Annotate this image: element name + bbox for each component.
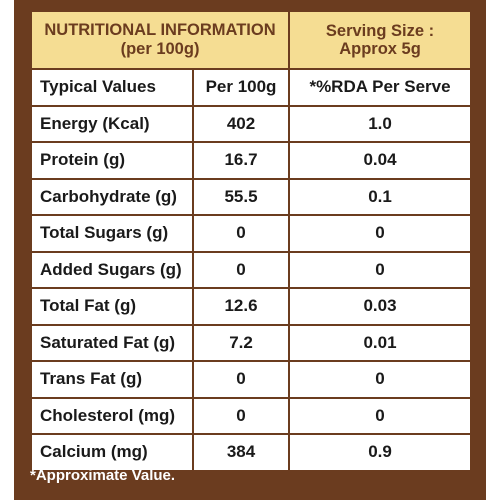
column-header: Typical Values: [30, 68, 194, 107]
nutrition-title-cell: NUTRITIONAL INFORMATION (per 100g): [29, 10, 291, 70]
per-100g-value: 16.7: [191, 141, 291, 180]
table-row: Carbohydrate (g) 55.5 0.1: [30, 177, 473, 216]
per-100g-value: 384: [191, 433, 291, 472]
per-100g-value: 55.5: [191, 177, 291, 216]
rda-value: 0: [288, 214, 473, 253]
serving-size-value: Approx 5g: [339, 40, 421, 58]
column-header: *%RDA Per Serve: [288, 68, 473, 107]
per-100g-value: 0: [191, 214, 291, 253]
nutrient-label: Calcium (mg): [30, 433, 194, 472]
nutrient-label: Added Sugars (g): [30, 250, 194, 289]
serving-size-cell: Serving Size : Approx 5g: [288, 10, 473, 70]
nutrient-label: Protein (g): [30, 141, 194, 180]
nutrition-title: NUTRITIONAL INFORMATION: [44, 21, 276, 39]
table-row: Calcium (mg) 384 0.9: [30, 433, 473, 472]
nutrition-table: NUTRITIONAL INFORMATION (per 100g) Servi…: [29, 10, 473, 472]
nutrient-label: Carbohydrate (g): [30, 177, 194, 216]
table-row: Energy (Kcal) 402 1.0: [30, 104, 473, 143]
table-row: Cholesterol (mg) 0 0: [30, 396, 473, 435]
rda-value: 0.04: [288, 141, 473, 180]
nutrient-label: Cholesterol (mg): [30, 396, 194, 435]
per-100g-value: 0: [191, 250, 291, 289]
per-100g-value: 12.6: [191, 287, 291, 326]
table-row: Protein (g) 16.7 0.04: [30, 141, 473, 180]
nutrient-label: Saturated Fat (g): [30, 323, 194, 362]
table-row: Total Fat (g) 12.6 0.03: [30, 287, 473, 326]
nutrient-label: Total Sugars (g): [30, 214, 194, 253]
table-row: Total Sugars (g) 0 0: [30, 214, 473, 253]
serving-size-label: Serving Size :: [325, 22, 435, 40]
per-100g-value: 0: [191, 396, 291, 435]
rda-value: 0.01: [288, 323, 473, 362]
rda-value: 0: [288, 396, 473, 435]
table-header-row: NUTRITIONAL INFORMATION (per 100g) Servi…: [29, 10, 473, 70]
nutrient-label: Energy (Kcal): [30, 104, 194, 143]
footnote: *Approximate Value.: [30, 467, 176, 484]
nutrition-subtitle: (per 100g): [120, 40, 200, 58]
per-100g-value: 0: [191, 360, 291, 399]
column-header-row: Typical Values Per 100g *%RDA Per Serve: [30, 68, 473, 107]
rda-value: 0.9: [288, 433, 473, 472]
rda-value: 0.03: [288, 287, 473, 326]
nutrient-label: Total Fat (g): [30, 287, 194, 326]
rda-value: 1.0: [288, 104, 473, 143]
rda-value: 0: [288, 250, 473, 289]
table-row: Added Sugars (g) 0 0: [30, 250, 473, 289]
rda-value: 0.1: [288, 177, 473, 216]
nutrient-label: Trans Fat (g): [30, 360, 194, 399]
rda-value: 0: [288, 360, 473, 399]
per-100g-value: 402: [191, 104, 291, 143]
per-100g-value: 7.2: [191, 323, 291, 362]
table-row: Trans Fat (g) 0 0: [30, 360, 473, 399]
table-row: Saturated Fat (g) 7.2 0.01: [30, 323, 473, 362]
column-header: Per 100g: [191, 68, 291, 107]
